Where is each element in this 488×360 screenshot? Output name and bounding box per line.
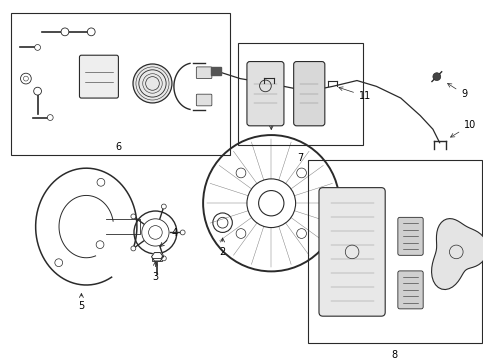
FancyBboxPatch shape (293, 62, 324, 126)
FancyBboxPatch shape (152, 258, 162, 261)
Polygon shape (431, 219, 487, 289)
FancyBboxPatch shape (397, 271, 422, 309)
Bar (11, 13, 230, 154)
Circle shape (87, 28, 95, 36)
Text: 4: 4 (160, 228, 178, 247)
FancyBboxPatch shape (79, 55, 118, 98)
Bar (307, 161, 481, 343)
Circle shape (61, 28, 69, 36)
Text: 1: 1 (267, 109, 274, 129)
Bar (238, 42, 362, 145)
Text: 8: 8 (391, 350, 397, 360)
Text: 7: 7 (297, 153, 303, 163)
Circle shape (131, 246, 136, 251)
Text: 10: 10 (449, 120, 475, 137)
Circle shape (432, 73, 440, 81)
Circle shape (131, 214, 136, 219)
Circle shape (47, 114, 53, 121)
Text: 6: 6 (115, 142, 121, 152)
Circle shape (161, 256, 166, 261)
Polygon shape (151, 253, 163, 261)
Text: 9: 9 (447, 84, 467, 99)
Circle shape (161, 204, 166, 209)
Circle shape (35, 45, 41, 50)
Text: 11: 11 (338, 87, 370, 101)
FancyBboxPatch shape (397, 217, 422, 255)
FancyBboxPatch shape (318, 188, 385, 316)
FancyBboxPatch shape (196, 67, 211, 78)
Circle shape (34, 87, 41, 95)
Circle shape (180, 230, 185, 235)
Text: 5: 5 (78, 294, 84, 311)
Text: 3: 3 (152, 261, 158, 282)
FancyBboxPatch shape (196, 94, 211, 106)
FancyBboxPatch shape (246, 62, 284, 126)
Text: 2: 2 (219, 238, 225, 257)
Circle shape (133, 64, 172, 103)
Polygon shape (210, 67, 220, 75)
